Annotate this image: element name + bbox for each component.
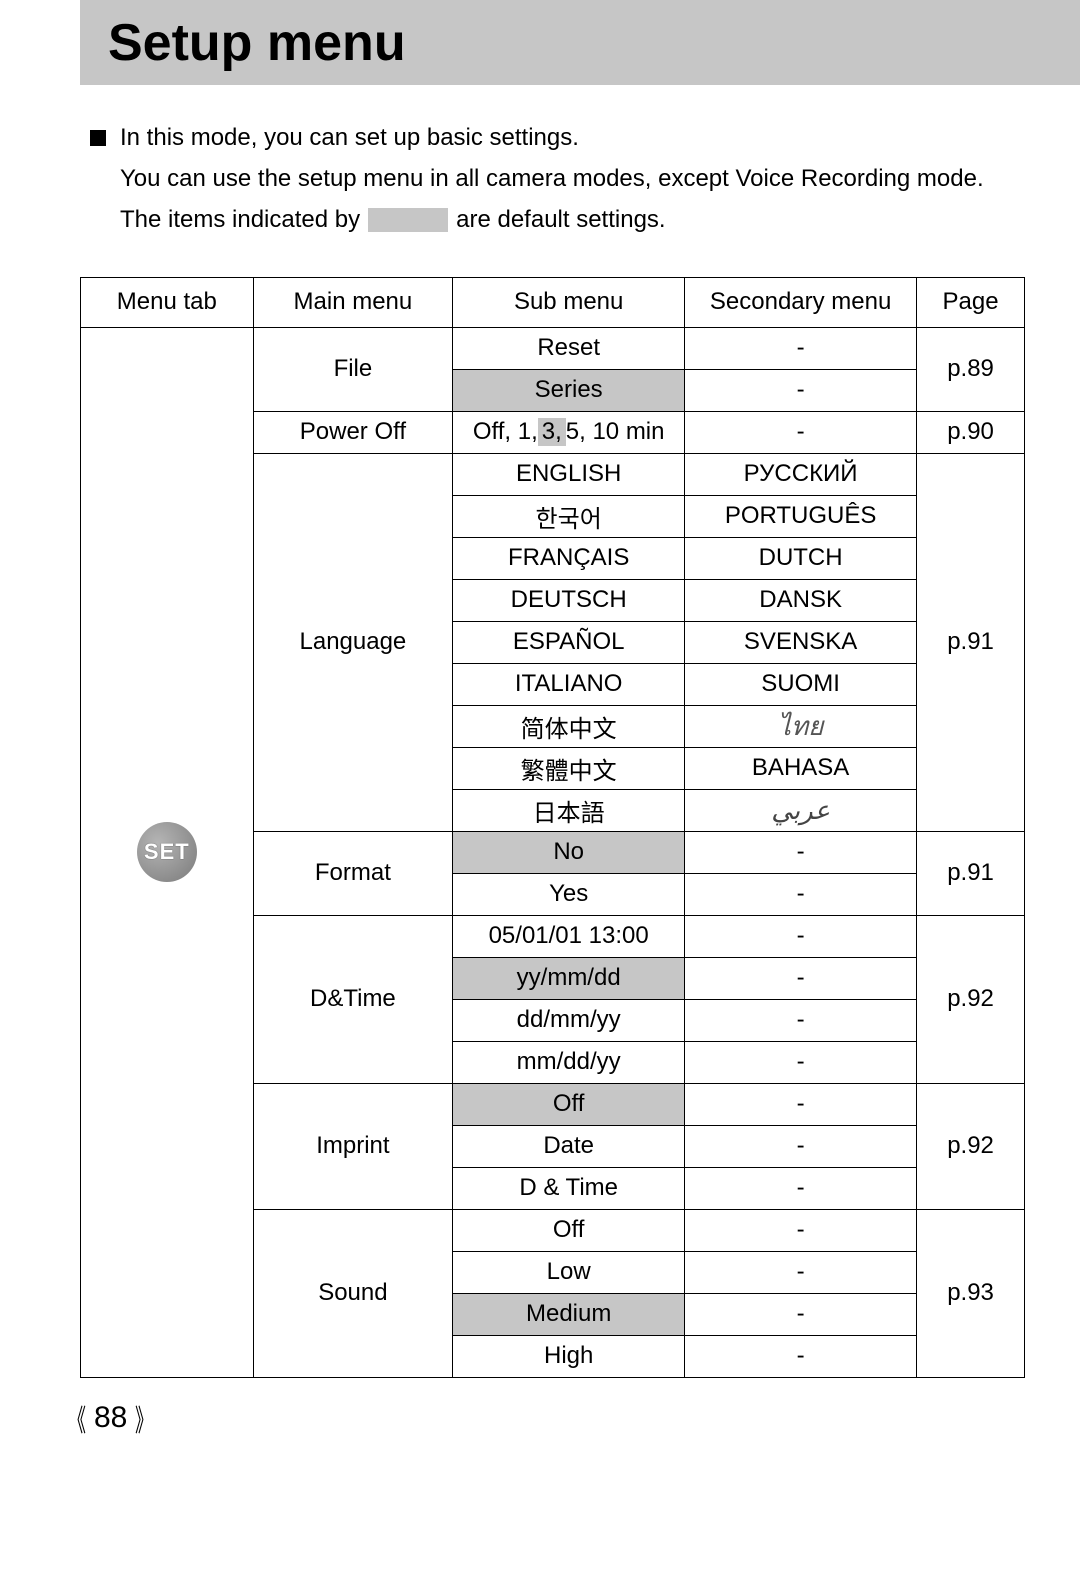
sec-sound-4: -: [685, 1335, 917, 1377]
lang-sub-3: DEUTSCH: [453, 579, 685, 621]
lang-sec-1: PORTUGUÊS: [685, 495, 917, 537]
header-secondary-menu: Secondary menu: [685, 277, 917, 327]
page-title: Setup menu: [108, 13, 406, 73]
lang-sec-0: РУССКИЙ: [685, 453, 917, 495]
sec-file-2: -: [685, 369, 917, 411]
lang-sec-4: SVENSKA: [685, 621, 917, 663]
sub-dtime-4: mm/dd/yy: [453, 1041, 685, 1083]
sec-file-1: -: [685, 327, 917, 369]
sub-sound-1: Off: [453, 1209, 685, 1251]
page-imprint: p.92: [917, 1083, 1025, 1209]
sec-imprint-3: -: [685, 1167, 917, 1209]
intro-line-1: In this mode, you can set up basic setti…: [90, 119, 1080, 156]
sub-format-yes: Yes: [453, 873, 685, 915]
intro-text-1: In this mode, you can set up basic setti…: [120, 119, 579, 156]
sub-imprint-2: Date: [453, 1125, 685, 1167]
lang-sec-8: عربي: [685, 789, 917, 831]
lang-sec-6: ไทย: [685, 705, 917, 747]
header-menu-tab: Menu tab: [81, 277, 254, 327]
intro-block: In this mode, you can set up basic setti…: [90, 119, 1080, 239]
lang-sec-5: SUOMI: [685, 663, 917, 705]
sec-sound-2: -: [685, 1251, 917, 1293]
sub-imprint-1: Off: [453, 1083, 685, 1125]
page-dtime: p.92: [917, 915, 1025, 1083]
sec-dtime-4: -: [685, 1041, 917, 1083]
sub-imprint-3: D & Time: [453, 1167, 685, 1209]
sub-dtime-1: 05/01/01 13:00: [453, 915, 685, 957]
lang-sub-0: ENGLISH: [453, 453, 685, 495]
angle-right-icon: 》: [135, 1396, 153, 1440]
sub-series: Series: [453, 369, 685, 411]
page: Setup menu In this mode, you can set up …: [0, 0, 1080, 1440]
intro-line-3: The items indicated by are default setti…: [120, 201, 1080, 238]
lang-sub-4: ESPAÑOL: [453, 621, 685, 663]
main-language: Language: [253, 453, 453, 831]
sub-sound-4: High: [453, 1335, 685, 1377]
sec-imprint-2: -: [685, 1125, 917, 1167]
sec-poweroff: -: [685, 411, 917, 453]
lang-sub-6: 简体中文: [453, 705, 685, 747]
sub-dtime-3: dd/mm/yy: [453, 999, 685, 1041]
lang-sub-8: 日本語: [453, 789, 685, 831]
lang-sec-7: BAHASA: [685, 747, 917, 789]
lang-sub-2: FRANÇAIS: [453, 537, 685, 579]
page-file: p.89: [917, 327, 1025, 411]
lang-sub-1: 한국어: [453, 495, 685, 537]
sec-dtime-1: -: [685, 915, 917, 957]
page-language: p.91: [917, 453, 1025, 831]
intro-text-2: You can use the setup menu in all camera…: [120, 160, 1080, 197]
default-indicator-icon: [368, 208, 448, 232]
page-sound: p.93: [917, 1209, 1025, 1377]
page-format: p.91: [917, 831, 1025, 915]
sec-sound-3: -: [685, 1293, 917, 1335]
main-poweroff: Power Off: [253, 411, 453, 453]
sub-sound-2: Low: [453, 1251, 685, 1293]
table-row: SET File Reset - p.89: [81, 327, 1025, 369]
lang-sub-7: 繁體中文: [453, 747, 685, 789]
sec-format-1: -: [685, 831, 917, 873]
square-bullet-icon: [90, 130, 106, 146]
intro-text-3b: are default settings.: [456, 201, 665, 238]
sec-format-2: -: [685, 873, 917, 915]
sub-reset: Reset: [453, 327, 685, 369]
setup-table: Menu tab Main menu Sub menu Secondary me…: [80, 277, 1025, 1378]
sec-sound-1: -: [685, 1209, 917, 1251]
page-number: 《 88 》: [62, 1396, 1080, 1440]
sub-poweroff: Off, 1, 3, 5, 10 min: [453, 411, 685, 453]
table-header-row: Menu tab Main menu Sub menu Secondary me…: [81, 277, 1025, 327]
header-main-menu: Main menu: [253, 277, 453, 327]
page-poweroff: p.90: [917, 411, 1025, 453]
sub-sound-3: Medium: [453, 1293, 685, 1335]
lang-sec-2: DUTCH: [685, 537, 917, 579]
sec-dtime-3: -: [685, 999, 917, 1041]
sub-dtime-2: yy/mm/dd: [453, 957, 685, 999]
poweroff-prefix: Off, 1,: [473, 418, 538, 446]
sec-imprint-1: -: [685, 1083, 917, 1125]
header-page: Page: [917, 277, 1025, 327]
title-bar: Setup menu: [80, 0, 1080, 85]
main-file: File: [253, 327, 453, 411]
main-imprint: Imprint: [253, 1083, 453, 1209]
intro-text-3a: The items indicated by: [120, 201, 360, 238]
menu-tab-cell: SET: [81, 327, 254, 1377]
angle-left-icon: 《: [68, 1396, 86, 1440]
lang-sub-5: ITALIANO: [453, 663, 685, 705]
sec-dtime-2: -: [685, 957, 917, 999]
page-number-value: 88: [94, 1401, 127, 1435]
setup-table-wrap: Menu tab Main menu Sub menu Secondary me…: [80, 277, 1025, 1378]
set-badge-icon: SET: [137, 822, 197, 882]
poweroff-default: 3,: [538, 418, 566, 446]
poweroff-suffix: 5, 10 min: [566, 418, 665, 446]
main-format: Format: [253, 831, 453, 915]
sub-format-no: No: [453, 831, 685, 873]
lang-sec-3: DANSK: [685, 579, 917, 621]
header-sub-menu: Sub menu: [453, 277, 685, 327]
main-dtime: D&Time: [253, 915, 453, 1083]
main-sound: Sound: [253, 1209, 453, 1377]
